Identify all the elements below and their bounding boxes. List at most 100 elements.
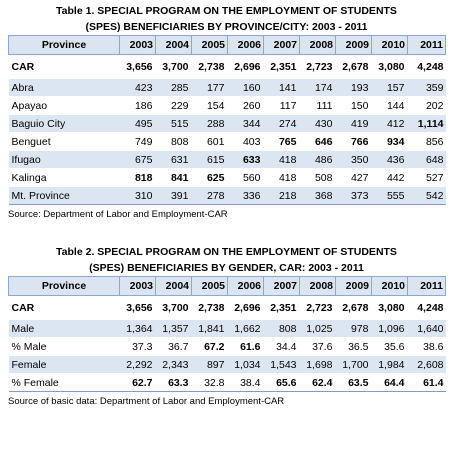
table-row: Kalinga 818 841 625 560 418 508 427 442 … [8,168,446,187]
column-header: Province [8,276,120,296]
table-1-title-line-2: (SPES) BENEFICIARIES BY PROVINCE/CITY: 2… [85,21,368,33]
column-header: 2011 [407,35,446,55]
table-cell: 61.6 [227,337,264,356]
table-cell: 486 [299,150,336,169]
row-label: Benguet [8,132,120,151]
table-1-source-note: Source: Department of Labor and Employme… [8,209,228,220]
table-cell: 111 [299,96,336,115]
table-row: % Male 37.3 36.7 67.2 61.6 34.4 37.6 36.… [8,337,446,356]
table-cell: 3,080 [378,61,405,73]
table-cell: 64.4 [371,373,408,392]
table-1: Province 2003 2004 2005 2006 2007 2008 2… [8,35,446,205]
table-cell: 193 [335,79,372,97]
table-cell: 1,025 [299,320,336,338]
table-1-header-row: Province 2003 2004 2005 2006 2007 2008 2… [8,35,446,55]
table-cell: 897 [191,355,228,374]
column-header: 2009 [335,276,372,296]
row-label: Kalinga [8,168,120,187]
table-cell: 2,292 [119,355,156,374]
table-cell: 633 [227,150,264,169]
table-cell: 36.5 [335,337,372,356]
table-cell: 818 [119,168,156,187]
table-cell: 648 [407,150,446,169]
table-cell: 418 [263,150,300,169]
table-cell: 560 [227,168,264,187]
table-2-source-note: Source of basic data: Department of Labo… [8,396,285,407]
table-cell: 154 [191,96,228,115]
table-cell: 625 [191,168,228,187]
table-cell: 63.3 [155,373,192,392]
table-cell: 2,343 [155,355,192,374]
table-cell: 808 [263,320,300,338]
table-cell: 373 [335,186,372,205]
table-cell: 160 [227,79,264,97]
column-header: 2006 [227,276,264,296]
table-cell: 344 [227,114,264,133]
table-cell: 1,364 [119,320,156,338]
column-header: 2010 [371,276,408,296]
table-cell: 174 [299,79,336,97]
table-cell: 35.6 [371,337,408,356]
table-cell: 646 [299,132,336,151]
table-cell: 2,351 [270,61,297,73]
table-cell: 1,543 [263,355,300,374]
table-cell: 4,248 [417,61,444,73]
row-label: Male [8,320,120,338]
table-cell: 442 [371,168,408,187]
table-cell: 403 [227,132,264,151]
column-header: 2004 [155,35,192,55]
table-cell: 2,696 [234,61,261,73]
table-cell: 3,656 [126,61,153,73]
table-cell: 177 [191,79,228,97]
table-cell: 412 [371,114,408,133]
table-cell: 4,248 [417,302,444,314]
table-cell: 285 [155,79,192,97]
table-cell: 1,662 [227,320,264,338]
table-cell: 34.4 [263,337,300,356]
table-row: Female 2,292 2,343 897 1,034 1,543 1,698… [8,355,446,374]
table-cell: 278 [191,186,228,205]
table-cell: 430 [299,114,336,133]
table-cell: 601 [191,132,228,151]
table-cell: 2,351 [270,302,297,314]
row-label: Ifugao [8,150,120,169]
table-2-title-line-1: Table 2. SPECIAL PROGRAM ON THE EMPLOYME… [56,246,397,258]
table-2: Province 2003 2004 2005 2006 2007 2008 2… [8,276,446,392]
table-cell: 36.7 [155,337,192,356]
table-cell: 1,034 [227,355,264,374]
table-cell: 615 [191,150,228,169]
table-cell: 391 [155,186,192,205]
row-label: % Female [8,373,120,392]
table-cell: 229 [155,96,192,115]
table-cell: 427 [335,168,372,187]
column-header: 2007 [263,35,300,55]
table-cell: 1,114 [407,114,446,133]
table-cell: 32.8 [191,373,228,392]
column-header: 2008 [299,35,336,55]
table-cell: 117 [263,96,300,115]
table-cell: 515 [155,114,192,133]
table-cell: 62.7 [119,373,156,392]
column-header: 2006 [227,35,264,55]
table-cell: 856 [407,132,446,151]
table-cell: 2,738 [198,61,225,73]
table-cell: 260 [227,96,264,115]
table-cell: 202 [407,96,446,115]
table-2-header-row: Province 2003 2004 2005 2006 2007 2008 2… [8,276,446,296]
table-cell: 631 [155,150,192,169]
column-header: 2011 [407,276,446,296]
row-label: CAR [11,302,35,314]
column-header: 2010 [371,35,408,55]
row-label: Mt. Province [8,186,120,205]
table-cell: 3,656 [126,302,153,314]
table-cell: 436 [371,150,408,169]
table-cell: 141 [263,79,300,97]
column-header: 2004 [155,276,192,296]
table-cell: 3,080 [378,302,405,314]
table-cell: 218 [263,186,300,205]
table-cell: 186 [119,96,156,115]
column-header: 2005 [191,35,228,55]
table-cell: 765 [263,132,300,151]
column-header: 2009 [335,35,372,55]
table-cell: 350 [335,150,372,169]
